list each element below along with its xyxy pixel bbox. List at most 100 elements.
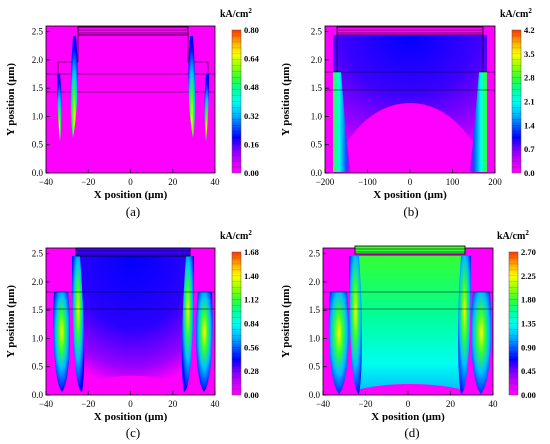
central-current-region bbox=[333, 35, 487, 172]
panel-label-b: (b) bbox=[403, 204, 419, 219]
edge-current-left bbox=[333, 72, 351, 172]
y-tick-label: 1.5 bbox=[32, 83, 44, 93]
central-current-region bbox=[357, 256, 463, 390]
mesa-top-contact bbox=[336, 26, 484, 36]
colorbar-tick-label: 0.00 bbox=[244, 390, 259, 400]
y-axis-label: Y position (μm) bbox=[5, 285, 17, 358]
x-tick-label: −40 bbox=[316, 399, 331, 409]
y-tick-label: 2.5 bbox=[309, 249, 321, 259]
colorbar-tick-label: 1.80 bbox=[521, 295, 536, 305]
y-tick-label: 1.0 bbox=[311, 111, 323, 121]
panel-b: −200 −100 0 100 200 0.0 0.5 1.0 1.5 2.0 2.5 X posit… bbox=[275, 0, 550, 222]
colorbar-tick-label: 1.35 bbox=[521, 319, 536, 329]
colorbar-tick-label: 0.48 bbox=[244, 82, 259, 92]
y-axis-label: Y position (μm) bbox=[280, 63, 292, 136]
plot-area bbox=[324, 25, 496, 174]
colorbar-tick-label: 2.70 bbox=[521, 247, 536, 257]
edge-current-right-inner bbox=[458, 256, 471, 394]
colorbar-unit-label: kA/cm2 bbox=[220, 7, 252, 20]
heatmap-b: −200 −100 0 100 200 0.0 0.5 1.0 1.5 2.0 2.5 X posit… bbox=[280, 7, 535, 201]
panel-label-d: (d) bbox=[404, 425, 420, 440]
y-tick-label: 1.0 bbox=[32, 111, 44, 121]
y-tick-label: 1.5 bbox=[32, 305, 44, 315]
colorbar-tick-label: 4.2 bbox=[524, 25, 535, 35]
x-tick-label: −100 bbox=[358, 177, 377, 187]
panel-d: −40 −20 0 20 40 0.0 0.5 1.0 1.5 2.0 2.5 X position … bbox=[275, 222, 550, 444]
current-strip-left-outer bbox=[57, 74, 62, 142]
y-tick-label: 1.5 bbox=[309, 305, 321, 315]
y-tick-label: 2.5 bbox=[311, 27, 323, 37]
colorbar-tick-label: 0.0 bbox=[524, 168, 535, 178]
colorbar-unit-label: kA/cm2 bbox=[500, 7, 532, 20]
axes: −40 −20 0 20 40 0.0 0.5 1.0 1.5 2.0 2.5 X position … bbox=[5, 27, 220, 201]
edge-current-left-outer bbox=[328, 292, 349, 394]
colorbar-tick-label: 1.68 bbox=[244, 247, 259, 257]
colorbar-tick-label: 0.84 bbox=[244, 319, 260, 329]
x-axis-label: X position (μm) bbox=[371, 411, 445, 422]
x-tick-label: −200 bbox=[316, 177, 335, 187]
current-strip-right-inner bbox=[188, 36, 196, 138]
colorbar-tick-label: 0.90 bbox=[521, 342, 536, 352]
x-tick-label: 200 bbox=[488, 177, 502, 187]
colorbar: 4.2 3.5 2.8 2.1 1.4 0.7 0.0 kA/cm2 bbox=[500, 7, 535, 178]
axes: −40 −20 0 20 40 0.0 0.5 1.0 1.5 2.0 2.5 X position … bbox=[5, 249, 221, 423]
panel-c: −40 −20 0 20 40 0.0 0.5 1.0 1.5 2.0 2.5 X position … bbox=[0, 222, 275, 444]
mesa-top-contact bbox=[75, 247, 191, 257]
current-strip-right-outer bbox=[204, 74, 209, 142]
y-axis-label: Y position (μm) bbox=[5, 63, 17, 136]
heatmap-d: −40 −20 0 20 40 0.0 0.5 1.0 1.5 2.0 2.5 X position … bbox=[280, 229, 536, 423]
panel-a: −40 −20 0 20 40 0.0 0.5 1.0 1.5 2.0 2.5 X position … bbox=[0, 0, 275, 222]
x-tick-label: −20 bbox=[81, 399, 96, 409]
colorbar-tick-label: 0.64 bbox=[244, 54, 260, 64]
colorbar-tick-label: 0.45 bbox=[521, 366, 536, 376]
x-tick-label: 100 bbox=[446, 177, 460, 187]
colorbar-tick-label: 0.28 bbox=[244, 366, 259, 376]
y-tick-label: 0.0 bbox=[309, 390, 321, 400]
colorbar-unit-label: kA/cm2 bbox=[497, 229, 529, 242]
y-tick-label: 0.0 bbox=[32, 390, 44, 400]
x-tick-label: −20 bbox=[81, 177, 96, 187]
mesa-top-contact bbox=[77, 26, 189, 36]
colorbar-tick-label: 0.32 bbox=[244, 111, 259, 121]
colorbar-unit-label: kA/cm2 bbox=[220, 229, 252, 242]
colorbar-gradient bbox=[231, 251, 242, 396]
y-tick-label: 0.0 bbox=[311, 168, 323, 178]
colorbar-tick-label: 3.5 bbox=[524, 49, 535, 59]
y-tick-label: 2.0 bbox=[32, 55, 44, 65]
y-axis-label: Y position (μm) bbox=[280, 285, 292, 358]
x-tick-label: 0 bbox=[128, 399, 133, 409]
colorbar-tick-label: 1.40 bbox=[244, 271, 259, 281]
panel-label-a: (a) bbox=[125, 204, 141, 219]
mesa-outline bbox=[57, 35, 209, 74]
colorbar-tick-label: 1.12 bbox=[244, 295, 259, 305]
plot-area bbox=[322, 245, 494, 396]
colorbar-gradient bbox=[508, 251, 519, 396]
colorbar: 1.68 1.40 1.12 0.84 0.56 0.28 0.00 kA/cm2 bbox=[220, 229, 260, 400]
edge-current-right bbox=[469, 72, 487, 172]
y-tick-label: 1.0 bbox=[309, 333, 321, 343]
x-tick-label: 0 bbox=[408, 177, 413, 187]
x-tick-label: 20 bbox=[168, 177, 178, 187]
y-tick-label: 0.5 bbox=[309, 362, 321, 372]
y-tick-label: 0.5 bbox=[311, 140, 323, 150]
panel-label-c: (c) bbox=[125, 425, 141, 440]
colorbar-tick-label: 2.8 bbox=[524, 73, 535, 83]
current-strip-left-inner bbox=[70, 36, 78, 138]
colorbar-tick-label: 0.56 bbox=[244, 342, 259, 352]
x-tick-label: 40 bbox=[211, 399, 221, 409]
y-tick-label: 0.5 bbox=[32, 140, 44, 150]
x-tick-label: −40 bbox=[39, 177, 54, 187]
x-axis-label: X position (μm) bbox=[373, 189, 447, 200]
colorbar-tick-label: 2.1 bbox=[524, 97, 535, 107]
x-axis-label: X position (μm) bbox=[94, 189, 168, 200]
colorbar-gradient bbox=[511, 29, 522, 174]
colorbar-tick-label: 0.00 bbox=[244, 168, 259, 178]
edge-current-left-inner bbox=[72, 256, 85, 392]
x-tick-label: 0 bbox=[406, 399, 411, 409]
y-tick-label: 0.0 bbox=[32, 168, 44, 178]
edge-current-right-outer bbox=[471, 292, 492, 394]
x-tick-label: 20 bbox=[168, 399, 178, 409]
y-tick-label: 2.5 bbox=[32, 249, 44, 259]
axes: −200 −100 0 100 200 0.0 0.5 1.0 1.5 2.0 2.5 X posit… bbox=[280, 27, 502, 201]
colorbar-tick-label: 0.7 bbox=[524, 144, 535, 154]
